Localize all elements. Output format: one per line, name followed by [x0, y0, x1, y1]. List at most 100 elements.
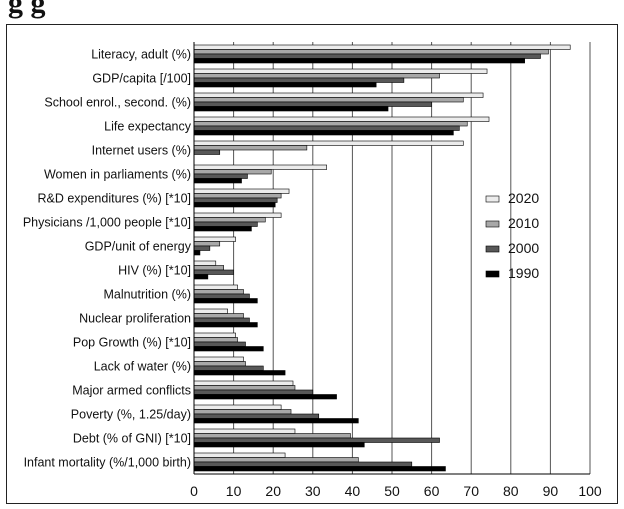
- bar-2010: [193, 361, 246, 367]
- bar-2010: [193, 97, 464, 103]
- bar-2000: [193, 197, 278, 203]
- bar-2000: [193, 53, 541, 59]
- bar-2020: [193, 212, 282, 218]
- bar-1990: [193, 106, 389, 112]
- bar-2000: [193, 77, 405, 83]
- bar-1990: [193, 130, 454, 136]
- category-label: Lack of water (%): [94, 360, 191, 374]
- bar-2020: [193, 164, 327, 170]
- bar-2010: [193, 409, 292, 415]
- bar-1990: [193, 466, 446, 472]
- bar-2020: [193, 452, 286, 458]
- legend-label: 2010: [508, 215, 539, 231]
- x-tick-label: 0: [190, 483, 198, 499]
- bar-2000: [193, 413, 320, 419]
- bar-2010: [193, 193, 282, 199]
- axes: [193, 42, 590, 475]
- bar-2010: [193, 73, 440, 79]
- bar-2010: [193, 169, 272, 175]
- category-label: Internet users (%): [92, 144, 191, 158]
- category-label: Malnutrition (%): [103, 288, 191, 302]
- bar-2010: [193, 121, 468, 127]
- category-label: GDP/capita [/100]: [92, 72, 191, 86]
- bar-2020: [193, 380, 294, 386]
- category-label: Life expectancy: [104, 120, 192, 134]
- title-fragment-text: g g: [8, 0, 46, 19]
- x-tick-label: 80: [503, 483, 519, 499]
- category-labels: Literacy, adult (%) GDP/capita [/100] Scho…: [23, 48, 192, 470]
- bar-2000: [193, 365, 264, 371]
- bar-2020: [193, 116, 490, 122]
- x-tick-label: 60: [424, 483, 440, 499]
- bar-1990: [193, 250, 201, 256]
- bar-2020: [193, 308, 228, 314]
- bar-2010: [193, 49, 549, 55]
- legend-label: 2000: [508, 240, 539, 256]
- bar-2000: [193, 101, 432, 107]
- bar-1990: [193, 58, 525, 64]
- bar-2010: [193, 433, 351, 439]
- title-fragment: g g: [0, 0, 624, 22]
- bar-2010: [193, 265, 225, 271]
- category-label: Poverty (%, 1.25/day): [71, 408, 191, 422]
- bar-1990: [193, 418, 359, 424]
- category-label: GDP/unit of energy: [85, 240, 192, 254]
- bar-2010: [193, 145, 308, 151]
- bar-1990: [193, 394, 337, 400]
- x-tick-label: 100: [578, 483, 602, 499]
- category-label: R&D expenditures (%) [*10]: [37, 192, 191, 206]
- bar-2000: [193, 269, 234, 275]
- bar-1990: [193, 226, 252, 232]
- legend: 2020 2010 2000 1990: [485, 190, 539, 281]
- legend-label: 2020: [508, 190, 539, 206]
- bar-1990: [193, 178, 242, 184]
- bar-2000: [193, 389, 314, 395]
- category-label: HIV (%) [*10]: [118, 264, 191, 278]
- bar-2020: [193, 332, 236, 338]
- bar-2000: [193, 317, 250, 323]
- bar-1990: [193, 442, 365, 448]
- category-label: Literacy, adult (%): [91, 48, 191, 62]
- bar-1990: [193, 346, 264, 352]
- bar-2000: [193, 341, 246, 347]
- bar-2020: [193, 428, 296, 434]
- bar-2000: [193, 221, 258, 227]
- bar-2020: [193, 236, 236, 242]
- bar-2020: [193, 68, 488, 74]
- x-tick-label: 20: [265, 483, 281, 499]
- bar-2000: [193, 293, 250, 299]
- category-label: Nuclear proliferation: [79, 312, 191, 326]
- bar-2000: [193, 461, 413, 467]
- x-tick-label: 70: [463, 483, 479, 499]
- bar-2000: [193, 149, 221, 155]
- bar-2020: [193, 356, 244, 362]
- x-tick-label: 50: [384, 483, 400, 499]
- chart-panel: Literacy, adult (%) GDP/capita [/100] Scho…: [6, 24, 618, 504]
- bar-1990: [193, 274, 209, 280]
- bar-2020: [193, 404, 282, 410]
- category-label: Major armed conflicts: [72, 384, 191, 398]
- x-tick-label: 90: [543, 483, 559, 499]
- bar-chart: Literacy, adult (%) GDP/capita [/100] Scho…: [6, 24, 618, 504]
- bar-1990: [193, 298, 258, 304]
- bar-2010: [193, 217, 266, 223]
- x-tick-labels: 0 10 20 30 40 50 60 70 80 90 100: [190, 483, 602, 499]
- bar-1990: [193, 370, 286, 376]
- legend-label: 1990: [508, 265, 539, 281]
- bar-2020: [193, 140, 464, 146]
- bar-2000: [193, 173, 248, 179]
- legend-swatch-2020: [485, 195, 500, 203]
- bar-2000: [193, 245, 211, 251]
- bar-2000: [193, 125, 460, 131]
- grid-lines: [233, 42, 591, 474]
- category-label: Physicians /1,000 people [*10]: [23, 216, 191, 230]
- bar-2020: [193, 260, 217, 266]
- category-label: Women in parliaments (%): [44, 168, 191, 182]
- bar-1990: [193, 322, 258, 328]
- bar-2000: [193, 437, 440, 443]
- bar-2010: [193, 385, 296, 391]
- x-tick-label: 40: [345, 483, 361, 499]
- legend-swatch-2010: [485, 220, 500, 228]
- bar-2020: [193, 44, 571, 50]
- bar-2010: [193, 289, 244, 295]
